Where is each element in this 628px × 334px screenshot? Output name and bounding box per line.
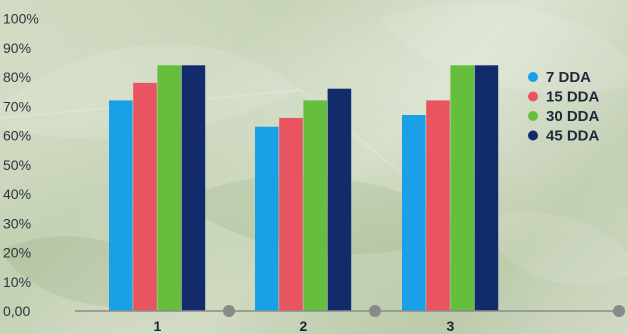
bar-30-dda-cat-2 bbox=[303, 100, 327, 312]
legend-label: 7 DDA bbox=[546, 69, 591, 86]
y-tick-label: 90% bbox=[3, 40, 31, 56]
legend-label: 45 DDA bbox=[546, 128, 600, 145]
bar-15-dda-cat-1 bbox=[133, 82, 157, 311]
y-tick-label: 20% bbox=[3, 245, 31, 261]
y-axis-ticks: 0,00 10% 20% 30% 40% 50% 60% 70% 80% 90% 100% bbox=[3, 11, 39, 320]
x-tick-label: 1 bbox=[154, 318, 162, 334]
y-tick-label: 0,00 bbox=[3, 303, 30, 319]
y-tick-label: 50% bbox=[3, 157, 31, 173]
y-tick-label: 40% bbox=[3, 186, 31, 202]
legend-label: 30 DDA bbox=[546, 108, 600, 125]
bar-30-dda-cat-1 bbox=[157, 65, 181, 311]
bar-7-dda-cat-3 bbox=[402, 115, 426, 312]
bar-30-dda-cat-3 bbox=[450, 65, 474, 311]
bar-7-dda-cat-1 bbox=[109, 100, 133, 312]
y-tick-label: 70% bbox=[3, 98, 31, 114]
y-tick-label: 10% bbox=[3, 274, 31, 290]
x-tick-label: 2 bbox=[300, 318, 308, 334]
bar-7-dda-cat-2 bbox=[255, 126, 279, 311]
x-tick-label: 3 bbox=[447, 318, 455, 334]
y-tick-label: 100% bbox=[3, 11, 39, 27]
legend-marker bbox=[528, 91, 538, 102]
bar-45-dda-cat-2 bbox=[327, 88, 352, 311]
legend-label: 15 DDA bbox=[546, 89, 600, 106]
legend-marker bbox=[528, 130, 538, 141]
x-axis-marker-dot bbox=[369, 305, 381, 317]
y-tick-label: 30% bbox=[3, 215, 31, 231]
bar-45-dda-cat-1 bbox=[181, 65, 206, 311]
x-axis-marker-dot bbox=[223, 305, 235, 317]
bar-15-dda-cat-2 bbox=[279, 117, 303, 311]
legend: 7 DDA 15 DDA 30 DDA 45 DDA bbox=[528, 69, 600, 145]
legend-marker bbox=[528, 111, 538, 121]
x-axis-markers bbox=[223, 305, 625, 317]
bars bbox=[109, 65, 499, 312]
x-axis-marker-dot bbox=[613, 305, 625, 317]
x-axis-category-labels: 1 2 3 bbox=[154, 318, 455, 334]
y-tick-label: 60% bbox=[3, 128, 31, 144]
y-tick-label: 80% bbox=[3, 69, 31, 85]
bar-45-dda-cat-3 bbox=[474, 65, 499, 311]
legend-marker bbox=[528, 72, 538, 82]
bar-15-dda-cat-3 bbox=[426, 100, 450, 312]
